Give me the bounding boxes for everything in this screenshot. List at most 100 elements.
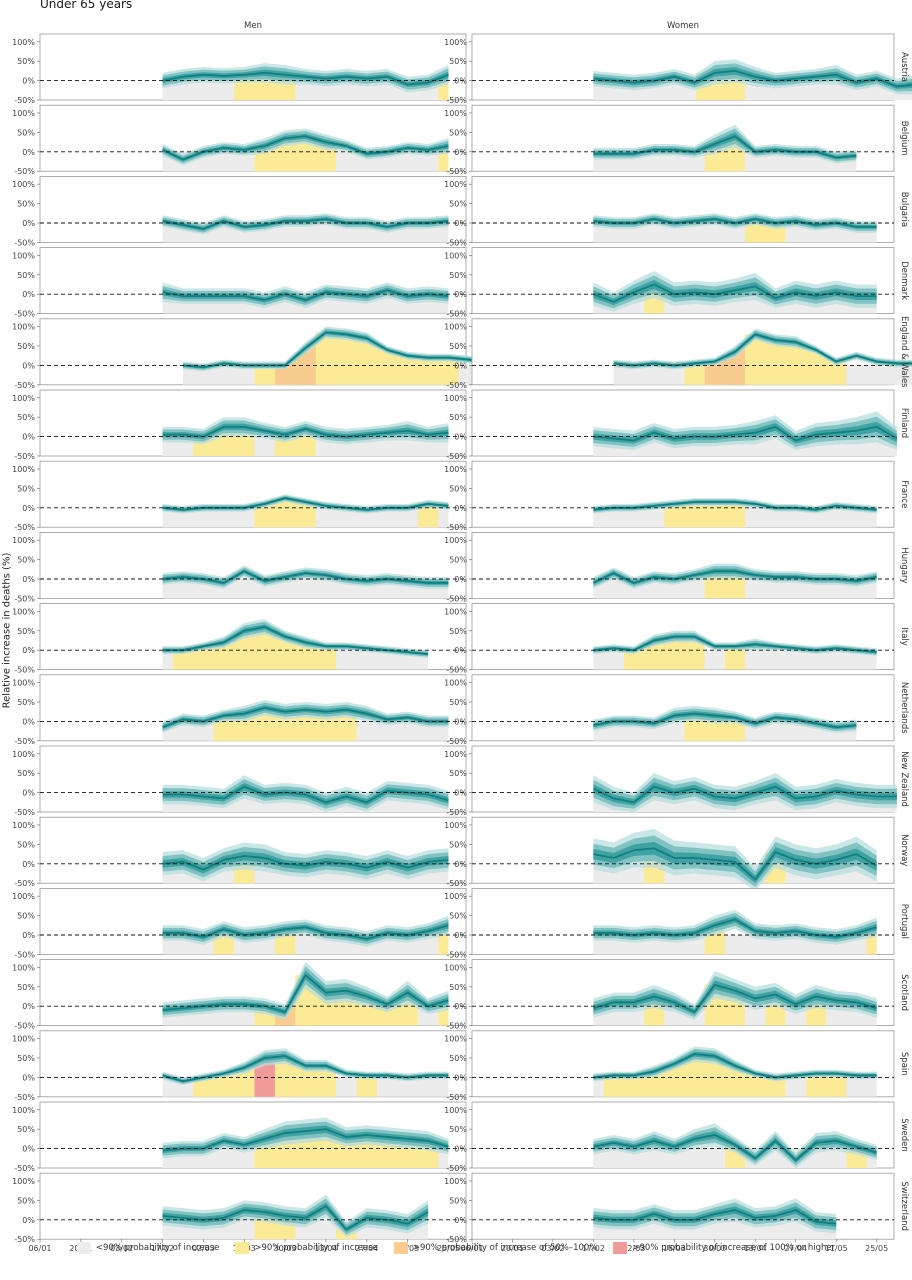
uncertainty-band [593,975,877,1018]
y-tick-label: -50% [446,310,467,319]
y-tick-label: 100% [12,536,35,545]
y-tick-label: -50% [14,167,35,176]
y-tick-label: 100% [12,1177,35,1186]
y-tick-label: 0% [22,148,35,157]
series-line [593,983,877,1014]
y-tick-label: -50% [14,96,35,105]
x-tick-label: 13/04 [314,1244,337,1253]
panel-finland-men: 100% 50% 0% -50% [12,389,467,461]
y-tick-label: -50% [14,238,35,247]
uncertainty-band [162,217,449,231]
x-tick-label: 06/01 [28,1244,51,1253]
y-tick-label: 100% [444,180,467,189]
y-tick-label: 0% [454,575,467,584]
y-tick-label: 0% [454,860,467,869]
y-tick-label: 100% [12,251,35,260]
y-tick-label: 0% [22,219,35,228]
panel-norway-women: 100% 50% 0% -50% Norway [444,816,909,891]
x-tick-label: 30/03 [274,1244,297,1253]
y-tick-label: 100% [444,394,467,403]
y-tick-label: 50% [449,1125,467,1134]
y-tick-label: -50% [446,452,467,461]
panel-bulgaria-men: 100% 50% 0% -50% [12,175,467,247]
legend: <90% probability of increase >90% probab… [0,1237,912,1259]
panel-new-zealand-women: 100% 50% 0% -50% New Zealand [444,745,909,817]
column-title-men: Men [244,21,262,31]
series-line [593,1053,877,1079]
y-tick-label: 0% [22,433,35,442]
y-tick-label: 50% [449,413,467,422]
x-tick-label: 03/02 [541,1244,564,1253]
uncertainty-band [593,128,857,162]
y-tick-label: 0% [454,646,467,655]
panel-hungary-men: 100% 50% 0% -50% [12,532,467,603]
y-tick-label: 100% [444,1106,467,1115]
series-line [182,331,490,369]
y-tick-label: 50% [449,200,467,209]
y-tick-label: 0% [454,290,467,299]
increase-probability-area [745,334,847,385]
uncertainty-band [162,285,449,306]
series-line [593,283,877,303]
y-tick-label: -50% [446,1164,467,1173]
y-tick-label: 0% [22,931,35,940]
y-tick-label: 50% [17,342,35,351]
uncertainty-band [162,69,449,88]
series-line [593,501,877,511]
y-tick-label: -50% [14,666,35,675]
x-tick-label: 27/04 [784,1244,807,1253]
y-tick-label: -50% [446,594,467,603]
series-line [162,973,449,1014]
panel-scotland-women: 100% 50% 0% -50% Scotland [444,959,909,1031]
legend-swatch-100plus [613,1242,628,1254]
y-tick-label: -50% [14,452,35,461]
strip-label: Sweden [899,1118,909,1152]
y-tick-label: 50% [449,769,467,778]
y-tick-label: 100% [12,821,35,830]
y-tick-label: 50% [449,912,467,921]
y-tick-label: -50% [446,737,467,746]
y-tick-label: 50% [449,271,467,280]
y-tick-label: -50% [14,808,35,817]
y-tick-label: 0% [22,361,35,370]
y-tick-label: 0% [454,1145,467,1154]
y-tick-label: 50% [17,769,35,778]
strip-label: England & Wales [899,316,909,388]
series-line [162,855,449,871]
series-line [593,1134,877,1162]
uncertainty-band [593,421,897,444]
series-line [162,218,449,230]
y-tick-label: 50% [17,912,35,921]
uncertainty-band [162,567,449,587]
y-tick-label: 100% [12,465,35,474]
y-tick-label: 100% [12,679,35,688]
y-tick-label: 100% [444,251,467,260]
panel-denmark-women: 100% 50% 0% -50% Denmark [444,247,909,319]
y-tick-label: -50% [14,1164,35,1173]
increase-probability-area [172,626,337,670]
y-tick-label: 0% [22,1216,35,1225]
series-line [162,570,449,584]
uncertainty-band [182,326,490,372]
strip-label: Switzerland [899,1181,909,1231]
uncertainty-band [162,851,449,874]
y-tick-label: -50% [446,1235,467,1244]
y-tick-label: 0% [454,1216,467,1225]
uncertainty-band [593,279,877,306]
uncertainty-band [162,287,449,303]
y-tick-label: 0% [454,717,467,726]
y-tick-label: 50% [17,1125,35,1134]
x-tick-label: 17/02 [151,1244,174,1253]
x-tick-label: 06/01 [460,1244,483,1253]
y-tick-label: 100% [12,323,35,332]
x-tick-label: 27/04 [355,1244,378,1253]
panel-spain-women: 100% 50% 0% -50% Spain [444,1030,909,1102]
y-tick-label: 0% [22,77,35,86]
series-line [162,706,449,729]
y-tick-label: 0% [22,646,35,655]
y-tick-label: 0% [454,504,467,513]
strip-label: Norway [899,834,909,866]
y-tick-label: 50% [449,627,467,636]
strip-label: Finland [899,408,909,438]
y-tick-label: 0% [22,717,35,726]
